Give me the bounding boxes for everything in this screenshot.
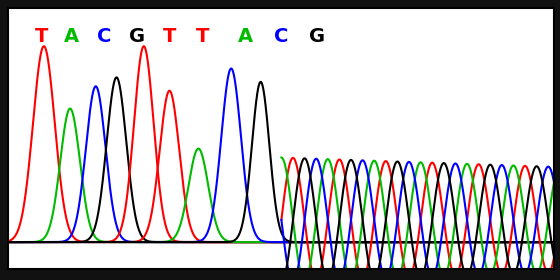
Text: G: G bbox=[129, 27, 145, 46]
Text: C: C bbox=[274, 27, 288, 46]
Text: G: G bbox=[309, 27, 325, 46]
Text: T: T bbox=[35, 27, 48, 46]
Text: A: A bbox=[239, 27, 254, 46]
Text: T: T bbox=[195, 27, 209, 46]
Text: T: T bbox=[163, 27, 176, 46]
Text: A: A bbox=[64, 27, 79, 46]
Text: C: C bbox=[97, 27, 111, 46]
